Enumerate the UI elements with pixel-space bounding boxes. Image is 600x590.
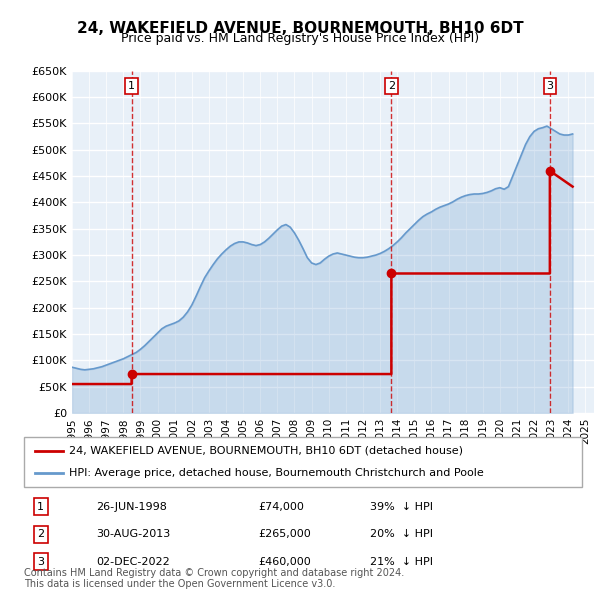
Text: £74,000: £74,000 (259, 502, 304, 512)
Text: 21%  ↓ HPI: 21% ↓ HPI (370, 557, 433, 567)
Text: £460,000: £460,000 (259, 557, 311, 567)
Text: 2: 2 (37, 529, 44, 539)
Text: 1: 1 (128, 81, 135, 91)
Text: This data is licensed under the Open Government Licence v3.0.: This data is licensed under the Open Gov… (24, 579, 335, 589)
Text: Price paid vs. HM Land Registry's House Price Index (HPI): Price paid vs. HM Land Registry's House … (121, 32, 479, 45)
Text: 2: 2 (388, 81, 395, 91)
Text: Contains HM Land Registry data © Crown copyright and database right 2024.: Contains HM Land Registry data © Crown c… (24, 568, 404, 578)
Text: 02-DEC-2022: 02-DEC-2022 (97, 557, 170, 567)
Text: 39%  ↓ HPI: 39% ↓ HPI (370, 502, 433, 512)
Text: 3: 3 (37, 557, 44, 567)
Text: 3: 3 (547, 81, 553, 91)
Text: 30-AUG-2013: 30-AUG-2013 (97, 529, 171, 539)
Text: £265,000: £265,000 (259, 529, 311, 539)
Text: HPI: Average price, detached house, Bournemouth Christchurch and Poole: HPI: Average price, detached house, Bour… (68, 468, 484, 478)
Text: 1: 1 (37, 502, 44, 512)
Text: 26-JUN-1998: 26-JUN-1998 (97, 502, 167, 512)
FancyBboxPatch shape (24, 437, 582, 487)
Text: 24, WAKEFIELD AVENUE, BOURNEMOUTH, BH10 6DT: 24, WAKEFIELD AVENUE, BOURNEMOUTH, BH10 … (77, 21, 523, 35)
Text: 24, WAKEFIELD AVENUE, BOURNEMOUTH, BH10 6DT (detached house): 24, WAKEFIELD AVENUE, BOURNEMOUTH, BH10 … (68, 445, 463, 455)
Text: 20%  ↓ HPI: 20% ↓ HPI (370, 529, 433, 539)
